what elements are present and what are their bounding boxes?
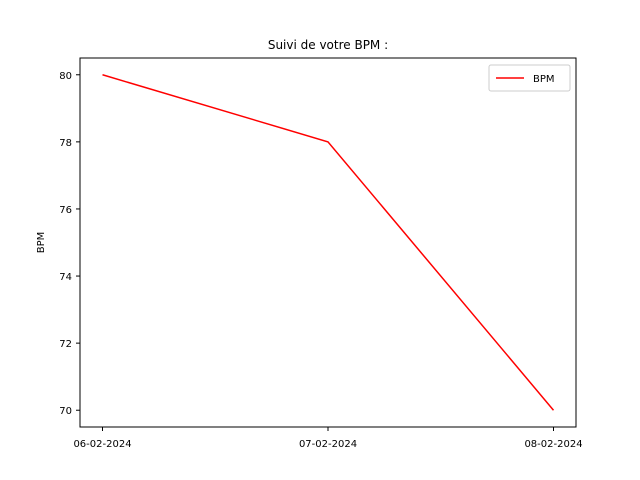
y-tick-label: 80 <box>59 71 72 82</box>
x-tick-label: 08-02-2024 <box>524 439 582 450</box>
y-tick-label: 78 <box>59 138 72 149</box>
legend: BPM <box>488 64 571 92</box>
chart-title: Suivi de votre BPM : <box>268 38 388 52</box>
y-tick-label: 74 <box>59 272 72 283</box>
series-line-bpm <box>102 74 555 411</box>
legend-box <box>488 64 571 92</box>
x-tick-label: 06-02-2024 <box>73 439 131 450</box>
y-tick-label: 72 <box>59 339 72 350</box>
plot-area <box>102 74 555 411</box>
y-axis-label: BPM <box>36 232 47 254</box>
y-tick-label: 70 <box>59 406 72 417</box>
y-tick-label: 76 <box>59 205 72 216</box>
legend-label: BPM <box>533 74 555 85</box>
x-tick-label: 07-02-2024 <box>299 439 357 450</box>
